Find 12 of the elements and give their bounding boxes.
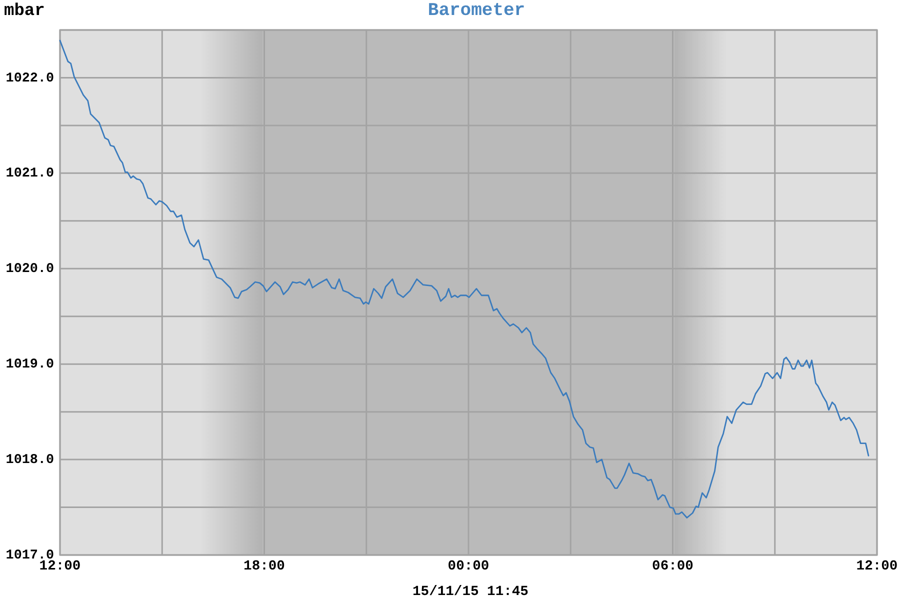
- chart-title: Barometer: [428, 0, 526, 21]
- y-tick-label: 1021.0: [6, 166, 54, 182]
- y-axis-title: mbar: [4, 2, 45, 22]
- y-tick-label: 1020.0: [6, 262, 54, 278]
- x-tick-label: 06:00: [652, 560, 694, 575]
- x-axis-title: 15/11/15 11:45: [412, 584, 528, 600]
- y-tick-label: 1022.0: [6, 71, 54, 86]
- x-tick-label: 18:00: [244, 560, 285, 575]
- x-tick-label: 12:00: [856, 560, 898, 575]
- x-tick-label: 00:00: [448, 560, 490, 575]
- y-tick-label: 1018.0: [6, 453, 54, 468]
- y-tick-label: 1019.0: [6, 358, 54, 373]
